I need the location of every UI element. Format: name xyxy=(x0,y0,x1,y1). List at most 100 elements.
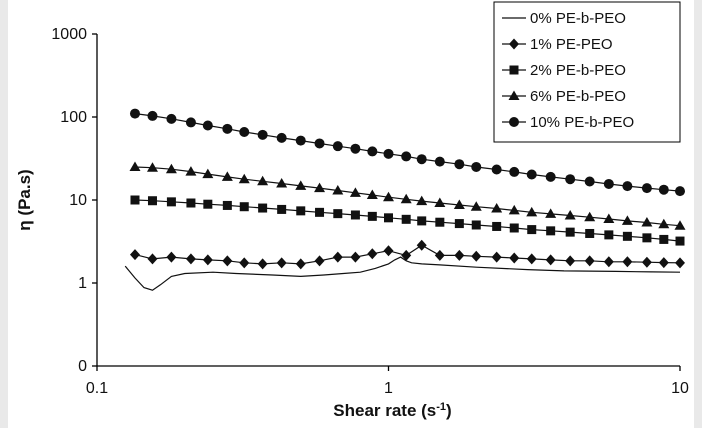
data-point xyxy=(492,221,502,231)
x-axis-title-main: Shear rate (s xyxy=(333,401,436,420)
data-point xyxy=(185,166,197,176)
data-point xyxy=(166,197,176,207)
data-point xyxy=(130,195,140,205)
y-tick-label: 100 xyxy=(60,109,87,126)
data-point xyxy=(565,227,575,237)
legend-swatch-marker xyxy=(509,38,519,50)
data-point xyxy=(658,218,670,229)
data-point xyxy=(491,202,503,213)
data-point xyxy=(509,223,519,233)
data-point xyxy=(675,186,685,197)
series-line xyxy=(124,256,681,291)
data-point xyxy=(202,168,214,179)
data-point xyxy=(545,208,557,218)
legend-swatch-marker xyxy=(508,90,520,100)
data-point xyxy=(641,217,653,227)
data-point xyxy=(584,255,595,267)
data-point xyxy=(165,163,177,174)
data-point xyxy=(471,161,482,172)
data-point xyxy=(129,249,140,261)
data-point xyxy=(367,248,378,260)
data-point xyxy=(526,253,537,265)
data-point xyxy=(401,151,412,162)
legend-label: 10% PE-b-PEO xyxy=(530,114,634,131)
data-point xyxy=(471,220,481,230)
data-point xyxy=(545,254,556,266)
legend-label: 2% PE-b-PEO xyxy=(530,62,626,79)
data-point xyxy=(129,108,140,119)
data-point xyxy=(202,120,213,131)
series-4 xyxy=(129,108,685,197)
data-point xyxy=(295,258,306,270)
data-point xyxy=(314,255,325,267)
data-point xyxy=(239,257,250,269)
legend-label: 1% PE-PEO xyxy=(530,36,613,53)
data-point xyxy=(276,178,288,188)
data-point xyxy=(383,148,394,159)
data-point xyxy=(400,193,412,204)
data-point xyxy=(453,199,465,210)
data-point xyxy=(470,201,482,211)
data-point xyxy=(239,126,250,137)
x-axis-title-close: ) xyxy=(446,401,452,420)
y-tick-label: 0 xyxy=(78,358,87,375)
data-point xyxy=(276,257,287,269)
legend-label: 0% PE-b-PEO xyxy=(530,10,626,27)
x-tick-label: 1 xyxy=(384,380,393,397)
data-point xyxy=(565,174,576,185)
data-point xyxy=(350,210,360,220)
data-point xyxy=(367,211,377,221)
legend-box xyxy=(493,1,681,143)
data-point xyxy=(350,251,361,263)
legend-swatch-marker xyxy=(509,117,519,127)
data-point xyxy=(129,161,141,171)
data-point xyxy=(366,189,378,199)
viscosity-chart: 0 1 10 100 1000 0.1 1 10 0% PE-b-PEO 1% PE-PEO 2%… xyxy=(15,1,689,420)
data-point xyxy=(202,254,213,266)
data-point xyxy=(659,234,669,244)
data-point xyxy=(416,154,427,165)
data-point xyxy=(367,146,378,157)
data-point xyxy=(222,255,233,267)
series-0 xyxy=(124,256,681,291)
data-point xyxy=(147,253,158,265)
data-point xyxy=(166,113,177,124)
data-point xyxy=(454,159,465,170)
y-tick-label: 10 xyxy=(69,192,87,209)
data-point xyxy=(333,209,343,219)
data-point xyxy=(401,214,411,224)
data-point xyxy=(658,257,669,269)
data-point xyxy=(332,141,343,152)
data-point xyxy=(416,239,427,251)
data-point xyxy=(508,204,520,215)
series-2 xyxy=(130,195,685,246)
data-point xyxy=(147,196,157,206)
data-point xyxy=(642,233,652,243)
x-axis-title: Shear rate (s-1) xyxy=(333,401,451,420)
data-point xyxy=(416,195,428,206)
data-point xyxy=(257,175,269,186)
data-point xyxy=(238,173,250,184)
x-axis-title-sup: -1 xyxy=(436,401,446,413)
data-point xyxy=(584,176,595,187)
data-point xyxy=(222,200,232,210)
data-point xyxy=(526,206,538,217)
data-point xyxy=(584,211,596,222)
y-axis-title: η (Pa.s) xyxy=(15,169,34,230)
legend: 0% PE-b-PEO 1% PE-PEO 2% PE-b-PEO 6% PE-b-P… xyxy=(493,1,681,143)
data-point xyxy=(641,183,652,194)
data-point xyxy=(314,182,326,193)
data-point xyxy=(434,197,446,208)
data-point xyxy=(258,203,268,213)
legend-swatch-marker xyxy=(509,65,519,75)
data-point xyxy=(296,206,306,216)
data-point xyxy=(564,210,576,220)
data-point xyxy=(315,207,325,217)
data-point xyxy=(417,216,427,226)
data-point xyxy=(603,213,615,224)
data-point xyxy=(349,187,361,197)
data-point xyxy=(434,156,445,167)
data-point xyxy=(146,162,158,172)
data-point xyxy=(434,249,445,261)
data-point xyxy=(526,169,537,180)
